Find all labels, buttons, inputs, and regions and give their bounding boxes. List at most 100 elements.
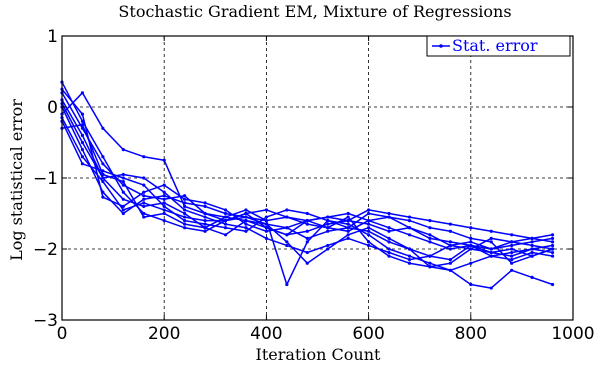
data-point: [142, 194, 146, 198]
data-point: [305, 229, 309, 233]
data-point: [550, 240, 555, 244]
data-point: [428, 236, 432, 240]
data-point: [121, 204, 125, 208]
data-point: [162, 204, 166, 208]
data-point: [183, 204, 187, 208]
data-point: [407, 233, 412, 237]
data-point: [489, 286, 493, 290]
data-point: [203, 229, 207, 233]
data-point: [121, 211, 125, 216]
data-point: [101, 126, 105, 130]
data-point: [80, 123, 85, 127]
data-point: [428, 226, 432, 230]
data-point: [367, 208, 371, 212]
data-point: [183, 208, 187, 212]
data-point: [550, 247, 555, 251]
data-point: [469, 282, 473, 287]
data-point: [244, 211, 248, 216]
x-tick-label: 200: [148, 324, 180, 344]
y-tick-label: −1: [33, 169, 58, 189]
data-point: [530, 275, 534, 279]
data-point: [244, 222, 248, 226]
data-point: [326, 247, 330, 251]
data-point: [428, 240, 432, 244]
data-point: [387, 211, 391, 216]
data-point: [530, 240, 534, 244]
data-point: [264, 208, 268, 212]
data-point: [121, 208, 125, 212]
data-point: [285, 240, 289, 244]
data-point: [285, 215, 289, 219]
ticks: 0 200 400 600 800 1000 −3 −2 −1 0 1: [33, 27, 595, 344]
series-line: [61, 81, 553, 289]
data-point: [530, 254, 534, 258]
data-point: [326, 215, 330, 219]
data-point: [550, 243, 555, 248]
legend-entry-stat-error: Stat. error: [452, 36, 538, 55]
data-point: [326, 229, 330, 233]
legend-point-marker: [439, 44, 443, 48]
data-point: [203, 226, 207, 230]
data-point: [448, 268, 452, 272]
data-point: [305, 240, 309, 244]
data-point: [367, 243, 371, 248]
data-point: [489, 229, 493, 233]
y-tick-label: −2: [33, 240, 58, 260]
data-point: [510, 261, 514, 265]
data-point: [407, 226, 412, 230]
x-tick-label: 800: [455, 324, 487, 344]
data-point: [305, 236, 309, 240]
data-point: [244, 226, 248, 230]
chart-title: Stochastic Gradient EM, Mixture of Regre…: [118, 2, 511, 21]
data-point: [550, 282, 555, 287]
data-point: [264, 236, 268, 240]
data-point: [346, 236, 350, 240]
data-point: [183, 194, 187, 198]
data-point: [80, 112, 85, 116]
data-point: [121, 197, 125, 201]
data-point: [183, 219, 187, 223]
x-tick-label: 1000: [551, 324, 594, 344]
data-point: [510, 254, 514, 258]
data-point: [121, 148, 125, 152]
data-point: [223, 222, 228, 226]
data-point: [142, 176, 146, 180]
data-point: [183, 197, 187, 201]
data-point: [530, 250, 534, 255]
x-tick-label: 600: [352, 324, 384, 344]
data-point: [448, 222, 452, 226]
data-point: [162, 183, 166, 187]
data-point: [203, 219, 207, 223]
data-point: [285, 282, 289, 287]
series-6: [60, 91, 555, 258]
x-axis-label: Iteration Count: [256, 345, 381, 364]
data-point: [448, 240, 452, 244]
data-point: [162, 158, 166, 162]
data-point: [387, 247, 391, 251]
data-point: [510, 240, 514, 244]
data-point: [223, 208, 228, 212]
y-tick-label: −3: [33, 311, 58, 331]
data-point: [285, 226, 289, 230]
data-point: [183, 211, 187, 216]
data-point: [101, 195, 105, 199]
data-point: [469, 226, 473, 230]
data-point: [305, 211, 309, 216]
data-point: [162, 197, 166, 201]
data-point: [264, 215, 268, 219]
data-point: [142, 201, 146, 205]
data-point: [244, 215, 248, 219]
data-point: [162, 219, 166, 223]
data-point: [489, 254, 493, 258]
data-point: [346, 233, 350, 237]
data-point: [101, 162, 105, 166]
data-point: [407, 261, 412, 265]
data-point: [264, 229, 268, 233]
data-point: [80, 155, 85, 159]
data-point: [489, 240, 493, 244]
data-point: [305, 219, 309, 223]
data-point: [121, 172, 125, 177]
data-point: [550, 250, 555, 255]
data-point: [387, 254, 391, 258]
